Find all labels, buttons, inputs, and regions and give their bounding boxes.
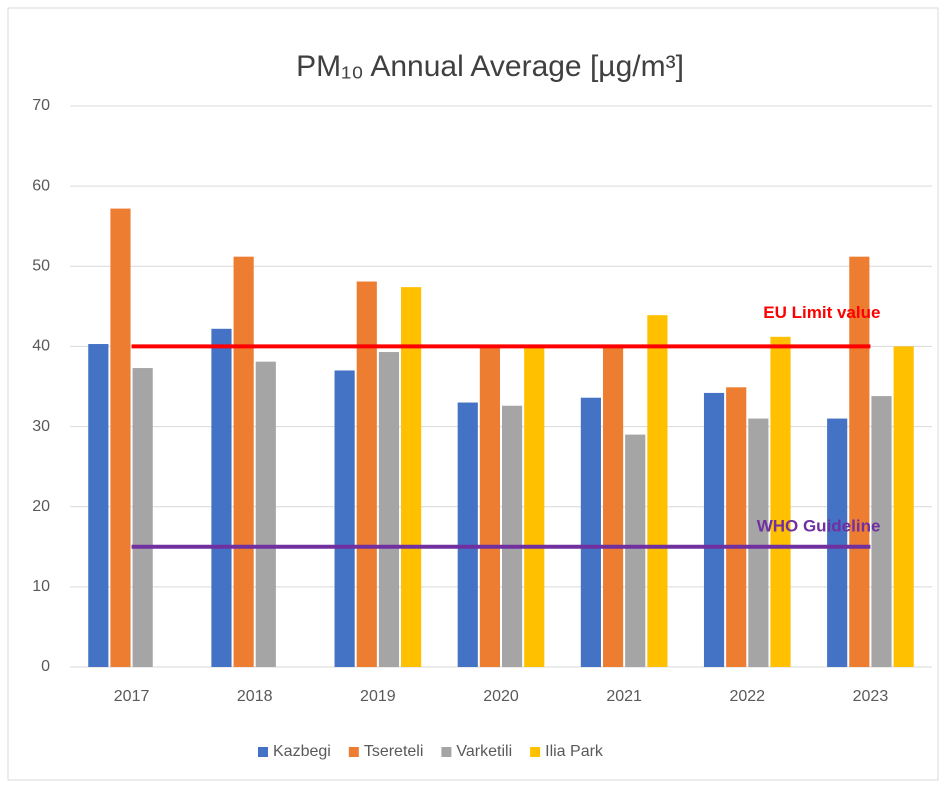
x-tick-label: 2018 [237, 688, 273, 705]
x-tick-label: 2023 [853, 688, 889, 705]
legend-swatch [530, 747, 541, 757]
bar [647, 315, 668, 667]
y-tick-label: 10 [32, 578, 50, 595]
legend-swatch [258, 747, 268, 757]
bar [703, 392, 725, 667]
y-tick-label: 40 [32, 338, 50, 355]
bar [255, 361, 276, 667]
bar [580, 397, 601, 667]
chart-title: PM₁₀ Annual Average [µg/m³] [296, 50, 684, 83]
reference-label: EU Limit value [763, 303, 880, 322]
bar [827, 418, 848, 667]
bar [211, 328, 232, 667]
bar [334, 370, 355, 667]
bar [871, 396, 892, 667]
legend-label: Tsereteli [364, 743, 424, 760]
bar [524, 346, 545, 667]
bar [378, 352, 400, 667]
legend-swatch [348, 747, 359, 757]
bar [479, 346, 500, 667]
y-tick-label: 20 [32, 498, 50, 515]
legend-label: Ilia Park [545, 743, 604, 760]
bar [893, 346, 914, 667]
bar [625, 434, 646, 667]
bar [748, 418, 769, 667]
bar [356, 281, 377, 667]
y-tick-label: 30 [32, 418, 50, 435]
bar [401, 287, 422, 667]
y-tick-label: 70 [32, 97, 50, 114]
legend-swatch [441, 747, 452, 757]
bar [502, 405, 523, 667]
bar [132, 368, 153, 667]
y-tick-label: 60 [32, 177, 50, 194]
bar [110, 208, 131, 667]
x-tick-label: 2020 [483, 688, 519, 705]
reference-label: WHO Guideline [757, 516, 881, 535]
legend-label: Kazbegi [273, 743, 331, 760]
y-tick-label: 0 [41, 658, 50, 675]
bar [602, 346, 624, 667]
legend-label: Varketili [456, 743, 512, 760]
y-tick-label: 50 [32, 258, 50, 275]
x-tick-label: 2017 [114, 688, 150, 705]
bar [457, 402, 478, 667]
bar [233, 256, 254, 667]
bar [849, 256, 870, 667]
bar [88, 344, 109, 667]
x-tick-label: 2022 [729, 688, 765, 705]
x-tick-label: 2021 [606, 688, 642, 705]
bar [770, 336, 791, 667]
bar [726, 387, 747, 667]
x-tick-label: 2019 [360, 688, 396, 705]
